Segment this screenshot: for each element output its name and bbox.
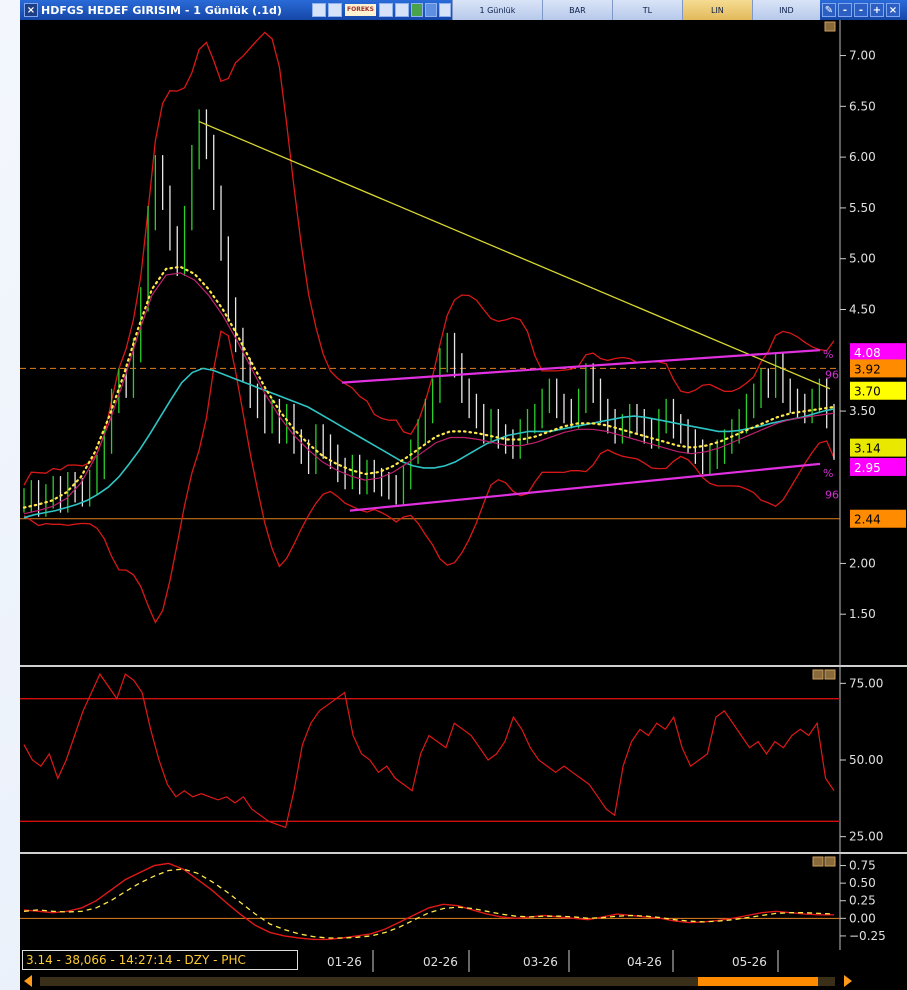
period-selector[interactable]: 1 Günlük [451,0,542,20]
tools-icon[interactable]: ✎ [821,3,836,17]
moving-average-dotted [22,265,836,509]
price-label: 2.95 [854,461,881,475]
cursor-icon[interactable] [438,3,451,17]
rsi-line [23,672,835,829]
panel-control-icon [824,21,836,32]
osc-y-tick-label: 0.50 [849,876,876,890]
osc-y-tick-label: −0.25 [849,929,886,943]
moving-average-magenta [23,272,835,515]
osc-y-tick-label: 0.00 [849,911,876,925]
window-close-icon[interactable]: × [885,3,900,17]
price-label-box [850,438,906,457]
bollinger-lower [23,330,835,624]
bollinger-upper [23,31,835,486]
channel-annotation: 96 [825,488,839,501]
y-tick-label: 1.50 [849,607,876,621]
settings-icon[interactable] [328,3,342,17]
scroll-track[interactable] [40,977,835,986]
grid-icon[interactable] [378,3,393,17]
y-tick-label: 5.50 [849,201,876,215]
stock-chart[interactable]: 7.00 6.50 6.00 5.50 5.00 4.50 3.50 2.00 1.50% 96%… [20,20,907,972]
draw-line-icon[interactable] [410,3,423,17]
y-tick-label: 5.00 [849,252,876,266]
toolbar: FOREKS [311,0,452,20]
x-tick-label: 05-26 [732,955,767,969]
chart-style-selector[interactable]: BAR [541,0,612,20]
close-icon[interactable]: × [24,3,38,17]
price-label: 2.44 [854,513,881,527]
x-tick-label: 04-26 [627,955,662,969]
shapes-icon[interactable] [424,3,437,17]
oscillator-line [23,862,834,941]
x-tick-label: 03-26 [523,955,558,969]
maximize-icon[interactable]: + [869,3,884,17]
y-tick-label: 6.50 [849,99,876,113]
price-label: 3.14 [854,442,881,456]
price-label: 4.08 [854,346,881,360]
price-label: 3.70 [854,385,881,399]
window-title: HDFGS HEDEF GIRISIM - 1 Günlük (.1d) [41,3,282,17]
restore-icon[interactable]: - [853,3,868,17]
x-tick-label: 02-26 [423,955,458,969]
y-tick-label: 7.00 [849,49,876,63]
price-label-box [850,381,906,400]
panel-control-icon [812,669,824,680]
channel-lower [349,462,821,512]
currency-selector[interactable]: TL [611,0,682,20]
panel-control-icon [824,669,836,680]
indicator-selector[interactable]: IND [751,0,820,20]
rsi-y-tick-label: 50.00 [849,753,883,767]
panel-control-icon [812,856,824,867]
panel-1-bg [20,20,840,665]
y-tick-label: 4.50 [849,302,876,316]
y-tick-label: 3.50 [849,404,876,418]
price-label-box [850,457,906,476]
channel-annotation: 96 [825,369,839,382]
panel-control-icon [824,856,836,867]
minimize-icon[interactable]: - [837,3,852,17]
scale-selector[interactable]: LIN [681,0,752,20]
chart-icon[interactable] [394,3,409,17]
rsi-y-tick-label: 75.00 [849,676,883,690]
y-tick-label: 2.00 [849,556,876,570]
scroll-thumb[interactable] [698,977,818,986]
x-tick-label: 01-26 [327,955,362,969]
y-tick-label: 6.00 [849,150,876,164]
price-label-box [850,343,906,362]
price-label: 3.92 [854,362,881,376]
horizontal-scrollbar[interactable] [20,972,907,990]
oscillator-signal-line [23,868,835,939]
print-icon[interactable] [312,3,326,17]
trendline [198,120,831,390]
price-label-box [850,509,906,528]
status-readout: 3.14 - 38,066 - 14:27:14 - DZY - PHC [22,950,298,970]
osc-y-tick-label: 0.75 [849,859,876,873]
forex-button[interactable]: FOREKS [345,4,376,16]
moving-average-cyan [23,367,835,519]
channel-annotation: % [823,467,833,480]
panel-3-bg [20,855,840,950]
channel-upper [341,349,821,384]
rsi-y-tick-label: 25.00 [849,830,883,844]
price-label-box [850,359,906,378]
scroll-right-icon[interactable] [844,975,852,987]
scroll-left-icon[interactable] [24,975,32,987]
channel-annotation: % [823,348,833,361]
title-bar: × HDFGS HEDEF GIRISIM - 1 Günlük (.1d) F… [20,0,907,20]
osc-y-tick-label: 0.25 [849,894,876,908]
